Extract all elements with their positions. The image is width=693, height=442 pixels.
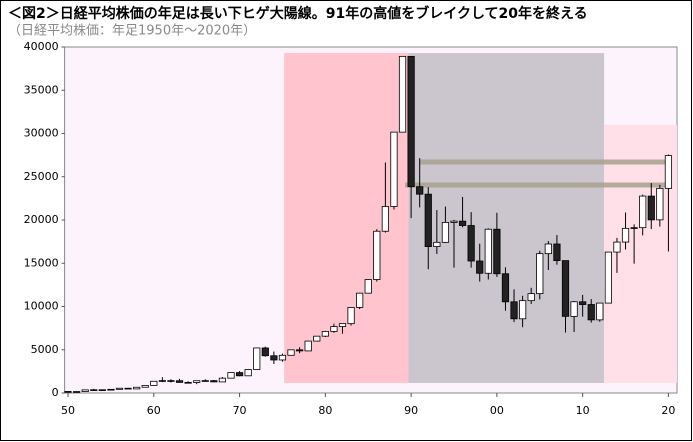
candle-body xyxy=(553,243,561,261)
candle-body xyxy=(450,220,458,223)
candle-body xyxy=(493,228,501,275)
candle-body xyxy=(441,221,450,243)
candle-body xyxy=(424,193,432,247)
candle-body xyxy=(270,355,278,361)
y-tick-label: 15000 xyxy=(24,256,59,269)
candle-body xyxy=(356,292,364,308)
candle-body xyxy=(175,380,184,383)
candle-body xyxy=(227,372,235,379)
x-tick-label: 90 xyxy=(404,404,418,417)
candle-body xyxy=(210,380,218,383)
candle-body xyxy=(115,387,124,390)
candle-body xyxy=(133,386,141,390)
candle-body xyxy=(81,389,89,392)
x-tick-label: 60 xyxy=(147,404,161,417)
candle-body xyxy=(296,349,304,352)
candle-body xyxy=(647,195,655,221)
y-tick-label: 5000 xyxy=(31,343,59,356)
candle-body xyxy=(587,304,595,321)
candle-body xyxy=(630,227,638,229)
candle-body xyxy=(235,372,244,377)
x-tick-label: 10 xyxy=(576,404,590,417)
candle-body xyxy=(476,260,484,274)
candle-body xyxy=(73,391,81,393)
candle-body xyxy=(313,335,321,342)
shaded-region xyxy=(408,53,605,383)
candle-body xyxy=(98,389,106,391)
candle-body xyxy=(201,380,209,382)
y-tick-label: 35000 xyxy=(24,83,59,96)
y-tick-label: 20000 xyxy=(24,213,59,226)
candle-body xyxy=(613,241,621,253)
y-tick-label: 25000 xyxy=(24,170,59,183)
candle-body xyxy=(244,369,252,377)
candle-body xyxy=(124,387,132,390)
candle-body xyxy=(261,347,269,357)
candle-body xyxy=(570,301,578,317)
candle-body xyxy=(484,228,492,274)
candle-body xyxy=(536,253,544,295)
candle-body xyxy=(416,186,424,195)
chart-title: ＜図2＞日経平均株価の年足は長い下ヒゲ大陽線。91年の高値をブレイクして20年を… xyxy=(8,5,588,22)
candle-body xyxy=(519,300,527,320)
candle-body xyxy=(407,55,415,188)
x-tick-label: 70 xyxy=(233,404,247,417)
candle-body xyxy=(639,195,647,229)
y-tick-label: 0 xyxy=(52,386,59,399)
candle-body xyxy=(193,380,201,383)
candle-body xyxy=(390,131,398,207)
candle-body xyxy=(278,354,287,361)
candle-body xyxy=(604,251,612,304)
candle-body xyxy=(398,55,407,133)
y-tick-label: 30000 xyxy=(24,127,59,140)
candle-body xyxy=(373,230,381,280)
y-tick-label: 10000 xyxy=(24,300,59,313)
candle-body xyxy=(218,377,227,383)
candle-body xyxy=(561,260,570,317)
candle-body xyxy=(364,279,372,294)
x-tick-label: 00 xyxy=(490,404,504,417)
candle-body xyxy=(64,391,72,393)
candle-body xyxy=(527,293,535,302)
shaded-region xyxy=(284,53,409,383)
candle-body xyxy=(347,307,355,325)
chart-subtitle: （日経平均株価：年足1950年～2020年） xyxy=(8,24,256,39)
candle-body xyxy=(287,349,295,356)
candle-body xyxy=(544,243,552,255)
x-tick-label: 80 xyxy=(318,404,332,417)
candle-body xyxy=(656,187,664,221)
x-tick-label: 50 xyxy=(61,404,75,417)
candle-body xyxy=(253,347,261,370)
candle-body xyxy=(510,301,518,320)
y-tick-label: 40000 xyxy=(24,40,59,53)
candle-body xyxy=(167,380,175,382)
candle-body xyxy=(330,326,338,332)
candle-body xyxy=(338,323,347,327)
candle-body xyxy=(579,301,587,305)
candle-body xyxy=(107,388,115,391)
candle-body xyxy=(321,331,329,337)
candle-body xyxy=(141,385,149,388)
candle-body xyxy=(467,225,475,262)
candle-body xyxy=(433,241,441,247)
x-tick-label: 20 xyxy=(661,404,675,417)
candle-body xyxy=(150,380,158,386)
candle-body xyxy=(596,302,604,321)
candle-body xyxy=(184,382,192,384)
candle-body xyxy=(90,389,98,391)
candle-body xyxy=(664,155,673,189)
candle-body xyxy=(381,206,389,232)
candle-body xyxy=(458,220,467,226)
candle-body xyxy=(304,340,312,352)
candle-body xyxy=(621,227,630,243)
candle-body xyxy=(158,380,166,382)
candle-body xyxy=(501,273,510,303)
